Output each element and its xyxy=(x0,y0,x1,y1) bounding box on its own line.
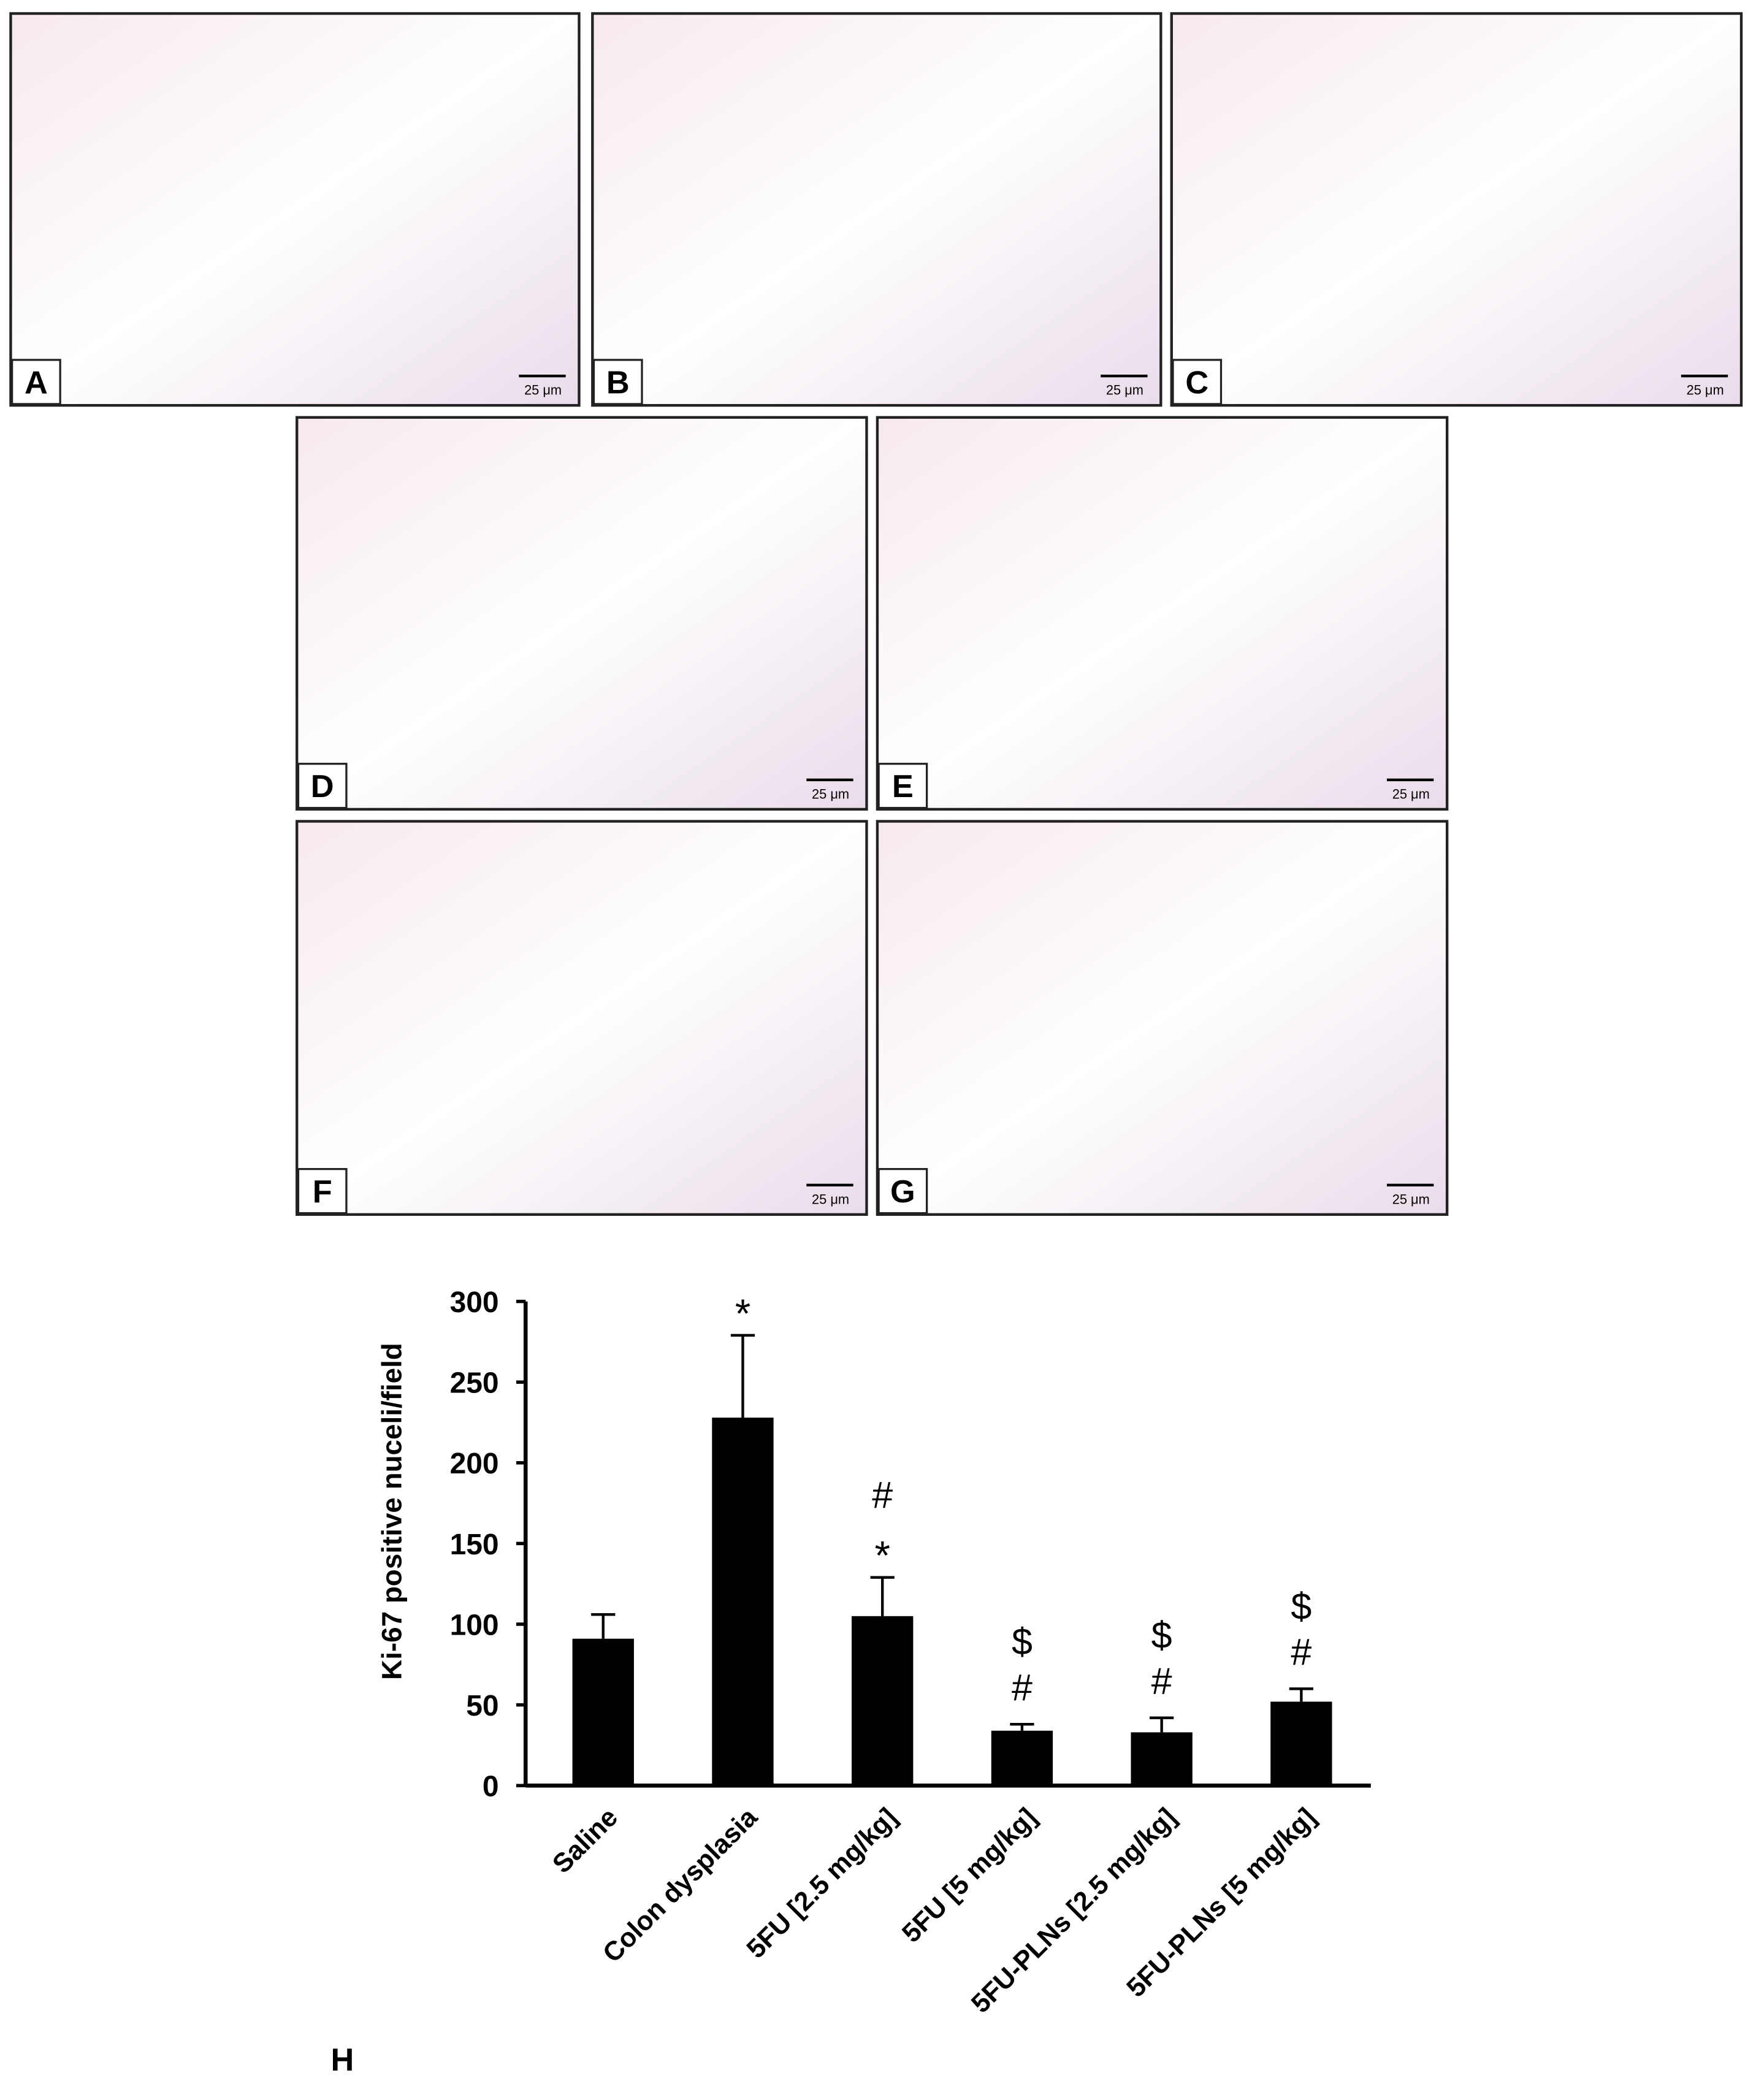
significance-marker: # xyxy=(1291,1631,1311,1673)
y-tick-label: 50 xyxy=(466,1690,498,1722)
bar xyxy=(1131,1732,1193,1786)
panel-label-box xyxy=(297,1167,348,1215)
scale-label: 25 μm xyxy=(1392,786,1430,801)
micrograph-image xyxy=(591,12,1162,407)
micrograph: B 25 μm xyxy=(591,12,1162,407)
error-bar xyxy=(591,1613,616,1639)
panel-label: G xyxy=(890,1174,915,1210)
panel-label: A xyxy=(25,365,48,400)
micrograph: C 25 μm xyxy=(1170,12,1743,407)
scale-label: 25 μm xyxy=(524,383,562,398)
significance-marker: $ xyxy=(1291,1586,1311,1627)
significance-marker: # xyxy=(1012,1667,1033,1708)
bar xyxy=(991,1730,1053,1786)
bar xyxy=(852,1616,914,1786)
micrograph-image xyxy=(9,12,581,407)
micrograph: A 25 μm xyxy=(9,12,581,407)
micrograph-image xyxy=(296,416,868,811)
panel-label: B xyxy=(606,365,630,400)
micrograph-panels: A 25 μm B 25 μm C 25 μm D 25 μm E 25 μm F 25 μm G 25 … xyxy=(9,12,1743,1216)
significance-marker: $ xyxy=(1012,1621,1033,1663)
significance-marker: * xyxy=(874,1533,890,1578)
y-tick-label: 150 xyxy=(450,1529,499,1561)
micrograph-image xyxy=(876,416,1449,811)
panel-label-box xyxy=(877,763,928,809)
significance-marker: # xyxy=(1151,1660,1172,1701)
scale-label: 25 μm xyxy=(1392,1191,1430,1207)
micrograph: F 25 μm xyxy=(296,820,868,1216)
significance-marker: # xyxy=(872,1474,893,1516)
panel-label: C xyxy=(1185,365,1208,400)
panel-label: E xyxy=(892,769,914,804)
bar xyxy=(712,1418,774,1786)
bar-chart: 0 50 100 150 200 250 300 Ki-67 positive nuceli/… xyxy=(330,1286,1371,2078)
scale-label: 25 μm xyxy=(1106,383,1143,398)
panel-label-box xyxy=(877,1167,928,1215)
y-tick-label: 200 xyxy=(450,1448,499,1480)
panel-label-box xyxy=(592,359,643,405)
scale-label: 25 μm xyxy=(812,786,849,801)
panel-label-box xyxy=(297,763,348,809)
x-tick-label: 5FU [2.5 mg/kg] xyxy=(741,1803,903,1964)
panel-label: D xyxy=(311,769,334,804)
bar xyxy=(572,1638,634,1786)
micrograph: E 25 μm xyxy=(876,416,1449,811)
x-tick-label: 5FU [5 mg/kg] xyxy=(896,1803,1042,1949)
micrograph: G 25 μm xyxy=(876,820,1449,1216)
y-tick-label: 0 xyxy=(483,1771,499,1803)
y-tick-label: 250 xyxy=(450,1367,499,1400)
micrograph-image xyxy=(876,820,1449,1216)
error-bar xyxy=(1150,1716,1174,1733)
panel-label: F xyxy=(313,1174,332,1210)
error-bar xyxy=(1010,1722,1034,1731)
y-tick-label: 300 xyxy=(450,1286,499,1319)
significance-marker: * xyxy=(735,1291,750,1336)
micrograph-image xyxy=(1170,12,1743,407)
scale-label: 25 μm xyxy=(1687,383,1724,398)
panel-label-box xyxy=(10,359,61,405)
y-axis-label: Ki-67 positive nuceli/field xyxy=(376,1343,407,1680)
bar xyxy=(1270,1701,1332,1786)
y-tick-label: 100 xyxy=(450,1609,499,1641)
panel-label-box xyxy=(1172,359,1223,405)
micrograph: D 25 μm xyxy=(296,416,868,811)
micrograph-image xyxy=(296,820,868,1216)
x-tick-label: Colon dysplasia xyxy=(597,1802,763,1968)
panel-label: H xyxy=(330,2042,354,2078)
error-bar xyxy=(730,1334,755,1418)
x-tick-label: Saline xyxy=(547,1803,624,1879)
significance-marker: $ xyxy=(1151,1614,1172,1656)
error-bar xyxy=(870,1576,895,1616)
error-bar xyxy=(1289,1687,1314,1702)
scale-label: 25 μm xyxy=(812,1191,849,1207)
